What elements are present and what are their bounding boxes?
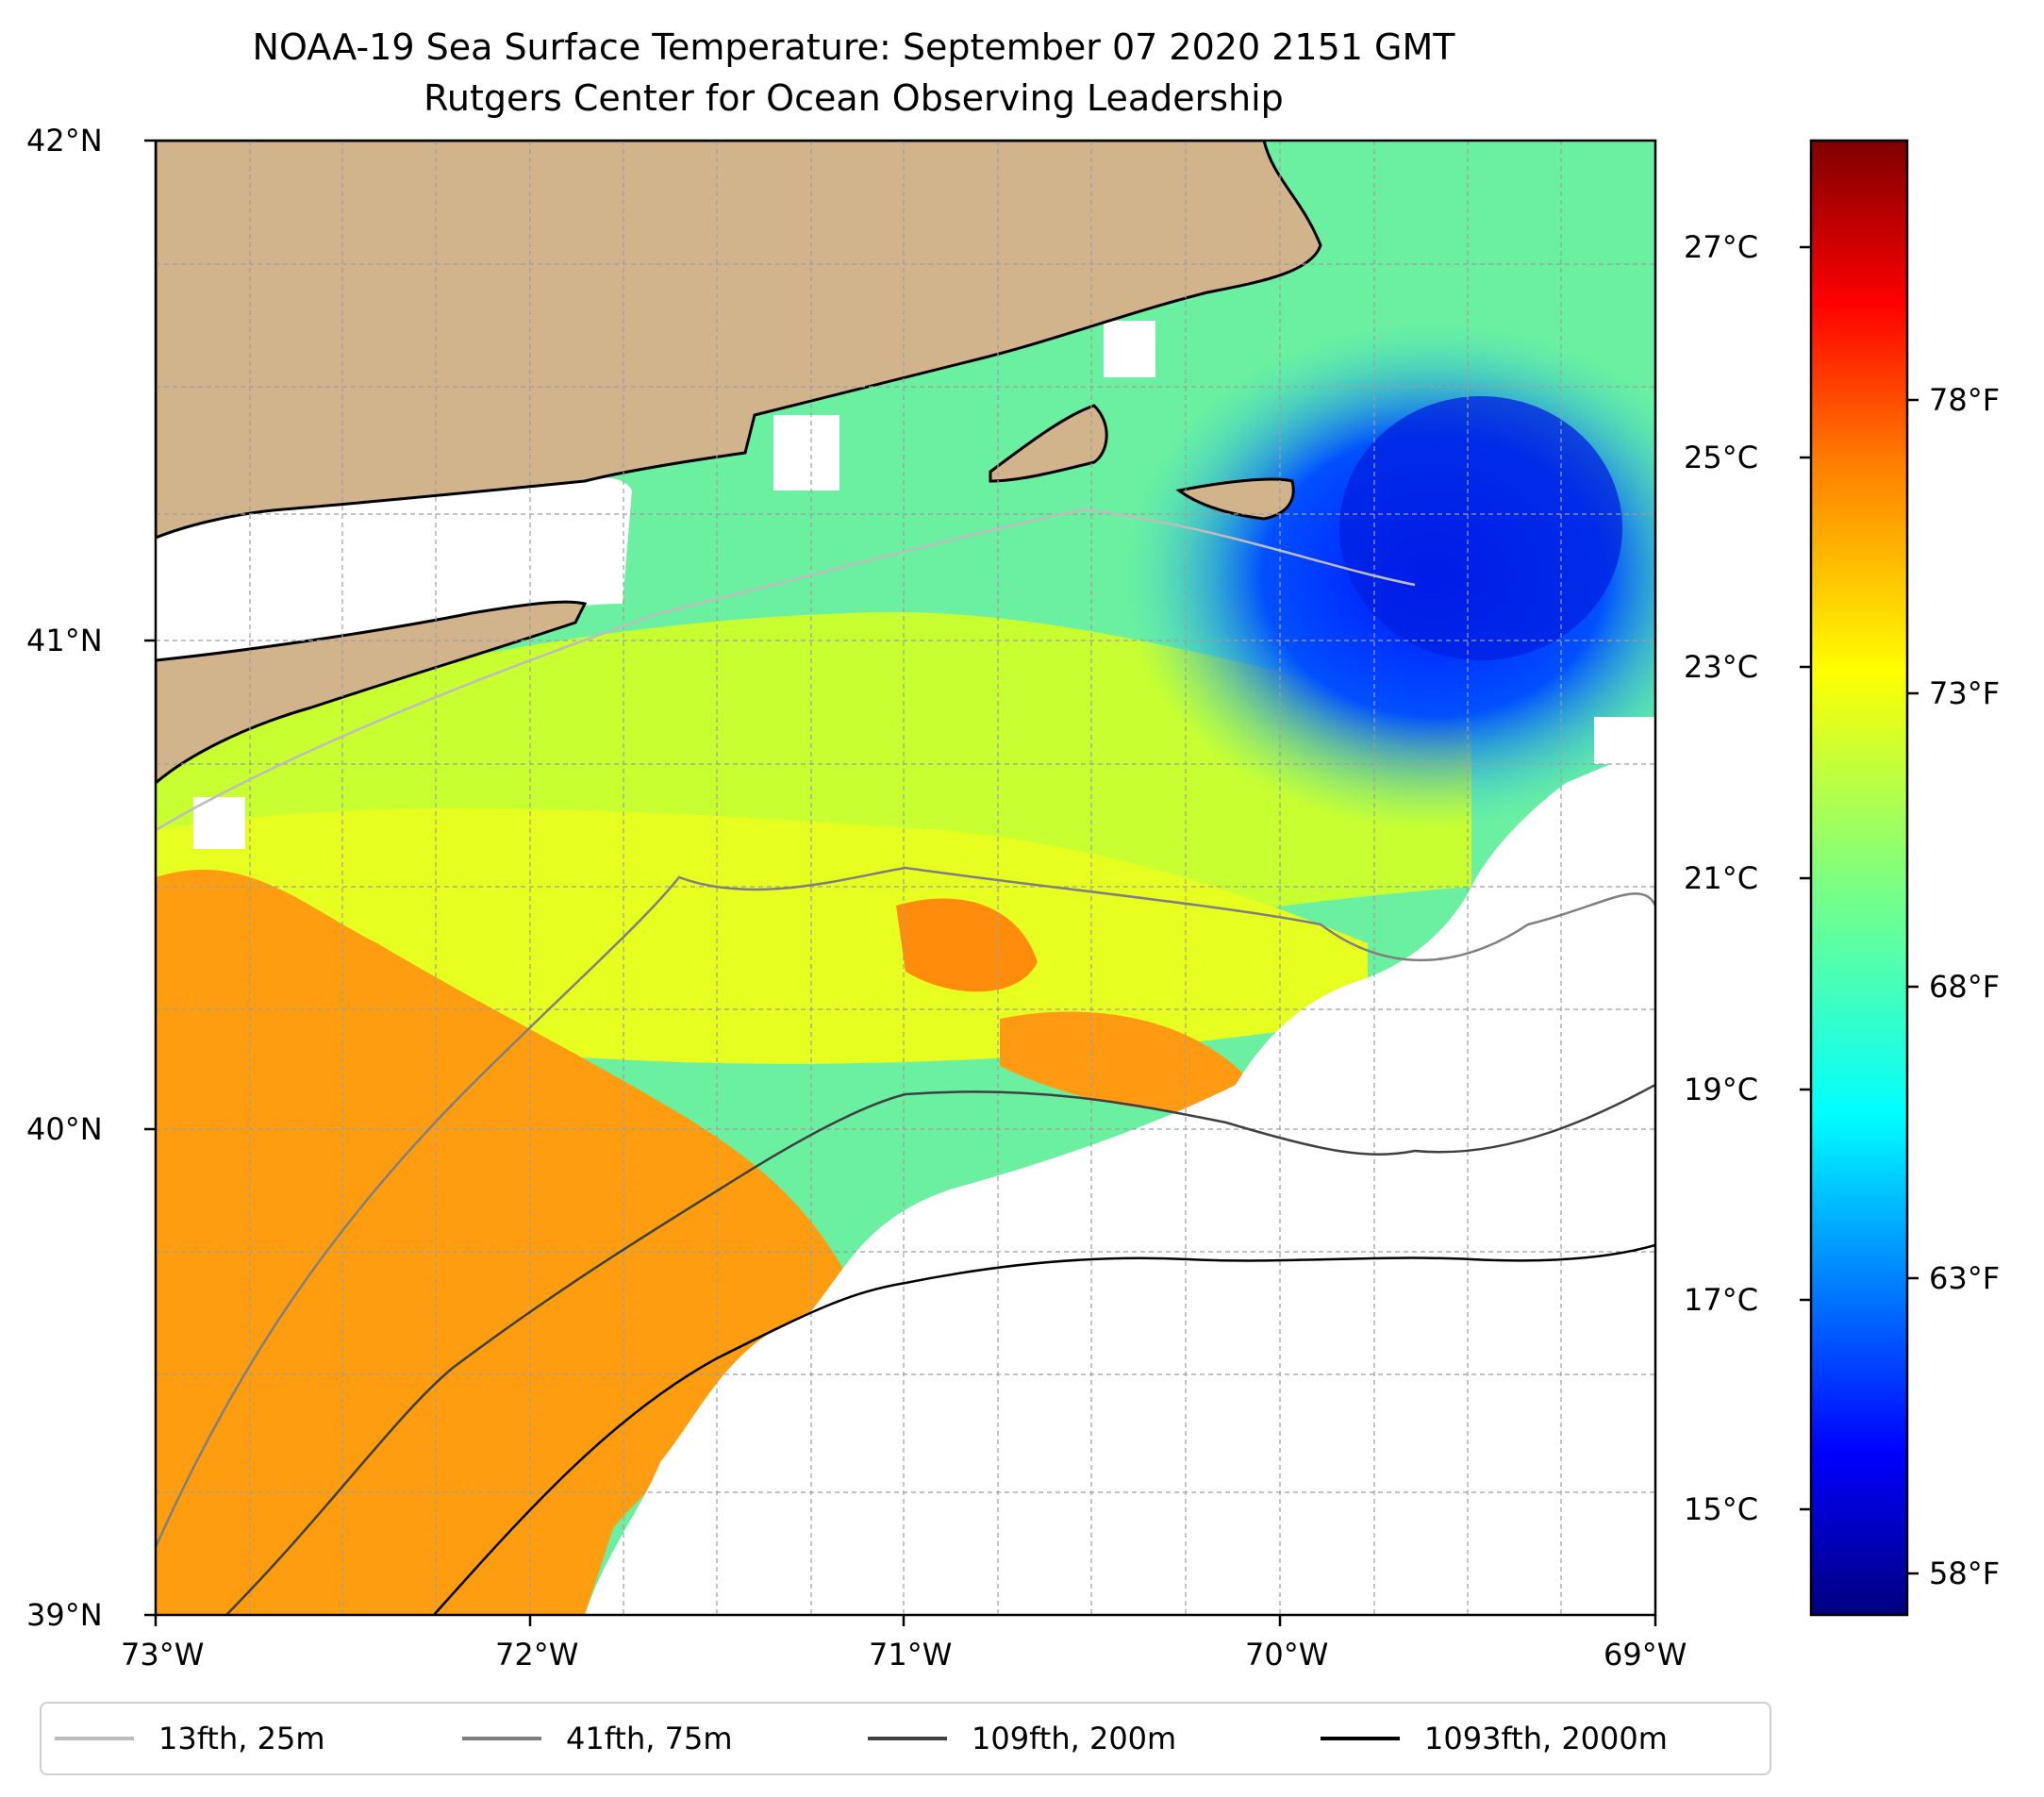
lon-label-71w: 71°W xyxy=(869,1637,953,1672)
colorbar-c-21: 21°C xyxy=(1684,860,1759,896)
lat-label-39n: 39°N xyxy=(26,1597,103,1633)
lon-label-69w: 69°W xyxy=(1604,1637,1687,1672)
isobath-25m xyxy=(156,507,1416,832)
legend-label-75m: 41fth, 75m xyxy=(566,1721,733,1756)
land-new-england[interactable] xyxy=(156,141,1322,540)
colorbar-ticks xyxy=(1800,245,1919,1575)
lon-label-70w: 70°W xyxy=(1245,1637,1329,1672)
legend-swatch-75m xyxy=(462,1737,541,1740)
legend-swatch-200m xyxy=(868,1737,947,1740)
nodata-offshore xyxy=(585,745,1655,1615)
colorbar-f-73: 73°F xyxy=(1929,675,2001,711)
axis-ticks xyxy=(144,139,1657,1626)
nodata-patch-3 xyxy=(1104,321,1155,377)
legend-item-75m: 41fth, 75m xyxy=(462,1704,732,1773)
nodata-patch-2 xyxy=(773,415,839,491)
isobath-75m xyxy=(156,866,1655,1548)
nodata-patch xyxy=(1594,717,1655,764)
colorbar-c-25: 25°C xyxy=(1684,440,1759,475)
lat-label-42n: 42°N xyxy=(26,123,103,158)
colorbar-f-78: 78°F xyxy=(1929,382,2001,418)
colorbar-f-63: 63°F xyxy=(1929,1260,2001,1296)
legend-label-200m: 109fth, 200m xyxy=(972,1721,1177,1756)
lon-label-73w: 73°W xyxy=(121,1637,205,1672)
nodata-patch-4 xyxy=(193,797,245,849)
land-long-island[interactable] xyxy=(156,600,588,785)
land-marthas-vineyard[interactable] xyxy=(989,404,1108,483)
colorbar-c-19: 19°C xyxy=(1684,1072,1759,1107)
isobath-200m xyxy=(225,1083,1655,1615)
graticule xyxy=(156,141,1655,1615)
lat-label-40n: 40°N xyxy=(26,1111,103,1147)
legend-swatch-25m xyxy=(55,1737,134,1740)
colorbar-c-23: 23°C xyxy=(1684,649,1759,685)
lon-label-72w: 72°W xyxy=(495,1637,579,1672)
sst-cold-pool-core xyxy=(1339,396,1622,660)
colorbar-c-27: 27°C xyxy=(1684,229,1759,265)
land-nantucket[interactable] xyxy=(1175,477,1295,521)
sst-orange-patch-east xyxy=(1000,1011,1245,1113)
legend-swatch-2000m xyxy=(1321,1737,1400,1740)
isobath-contours xyxy=(156,507,1655,1615)
colorbar-f-68: 68°F xyxy=(1929,969,2001,1005)
isobath-legend: 13fth, 25m 41fth, 75m 109fth, 200m 1093f… xyxy=(40,1702,1771,1775)
colorbar-f-58: 58°F xyxy=(1929,1556,2001,1591)
legend-item-25m: 13fth, 25m xyxy=(55,1704,324,1773)
colorbar-c-17: 17°C xyxy=(1684,1282,1759,1318)
legend-label-2000m: 1093fth, 2000m xyxy=(1424,1721,1668,1756)
map-subtitle: Rutgers Center for Ocean Observing Leade… xyxy=(424,77,1284,119)
map-frame xyxy=(154,139,1657,1617)
sst-orange-patch xyxy=(896,898,1038,992)
lat-label-41n: 41°N xyxy=(26,623,103,658)
colorbar-c-15: 15°C xyxy=(1684,1491,1759,1527)
legend-item-200m: 109fth, 200m xyxy=(868,1704,1176,1773)
map-title: NOAA-19 Sea Surface Temperature: Septemb… xyxy=(252,26,1455,68)
legend-label-25m: 13fth, 25m xyxy=(158,1721,325,1756)
isobath-2000m xyxy=(433,1243,1655,1615)
colorbar xyxy=(1809,139,1909,1617)
legend-item-2000m: 1093fth, 2000m xyxy=(1321,1704,1668,1773)
